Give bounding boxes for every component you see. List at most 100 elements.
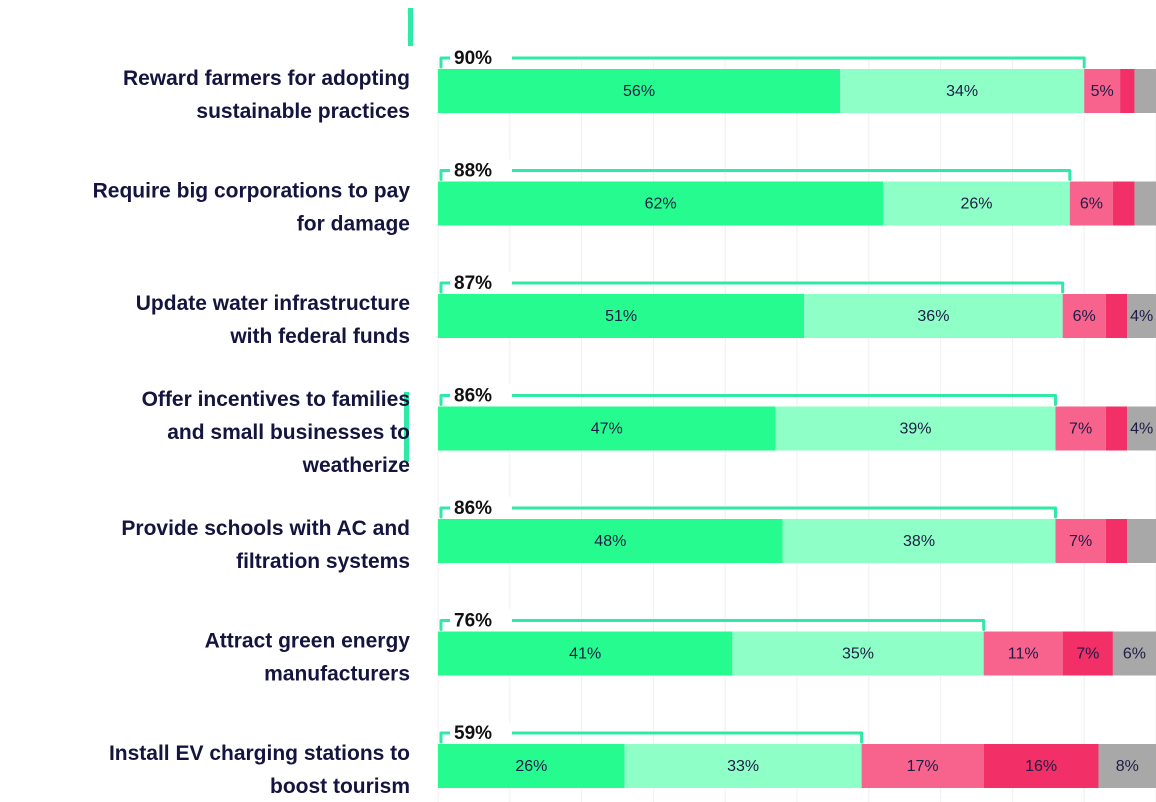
bar-segment <box>983 744 1099 788</box>
bar-segment <box>1134 69 1156 113</box>
bar-segment <box>1084 69 1121 113</box>
category-label: for damage <box>297 213 410 236</box>
bar-segment <box>1120 69 1135 113</box>
bar-segment <box>1055 519 1106 563</box>
bar-segment <box>1105 294 1128 338</box>
bar-segment <box>840 69 1085 113</box>
label-bg <box>450 159 512 182</box>
category-label: filtration systems <box>236 550 410 573</box>
support-bracket <box>439 281 1065 294</box>
bar-segment <box>732 631 984 676</box>
segment-label: 6% <box>1123 646 1146 663</box>
segment-label: 26% <box>515 758 547 775</box>
segment-label: 17% <box>907 758 939 775</box>
segment-label: 4% <box>1130 308 1153 325</box>
segment-label: 6% <box>1080 196 1103 213</box>
segment-label: 41% <box>569 646 601 663</box>
support-label: 86% <box>454 498 492 519</box>
segment-label: 35% <box>842 646 874 663</box>
bar-segment <box>1112 181 1135 226</box>
bar-segment <box>438 519 783 563</box>
bar-segment <box>883 181 1070 226</box>
segment-label: 34% <box>946 83 978 100</box>
bar-segment <box>1062 631 1113 676</box>
support-bracket <box>439 56 1086 69</box>
bar-segment <box>804 294 1063 338</box>
category-label: Offer incentives to families <box>142 388 410 411</box>
bar-segment <box>438 294 805 338</box>
label-bg <box>450 384 512 407</box>
category-label: Provide schools with AC and <box>121 517 410 540</box>
segment-label: 8% <box>1116 758 1139 775</box>
segment-label: 6% <box>1073 308 1096 325</box>
support-label: 90% <box>454 48 492 69</box>
category-label: manufacturers <box>264 663 410 686</box>
label-bg <box>450 609 512 632</box>
bar-segment <box>983 631 1063 676</box>
category-label: with federal funds <box>229 325 410 348</box>
segment-label: 38% <box>903 533 935 550</box>
segment-label: 7% <box>1069 533 1092 550</box>
segment-label: 48% <box>594 533 626 550</box>
bar-segment <box>438 406 776 451</box>
category-label: Reward farmers for adopting <box>123 67 410 90</box>
category-label: Update water infrastructure <box>136 292 410 315</box>
segment-label: 33% <box>727 758 759 775</box>
label-bg <box>450 722 512 744</box>
segment-label: 51% <box>605 308 637 325</box>
segment-label: 4% <box>1130 421 1153 438</box>
bar-segment <box>1098 744 1156 788</box>
segment-label: 36% <box>917 308 949 325</box>
bar-segment <box>1127 406 1156 451</box>
segment-label: 62% <box>645 196 677 213</box>
accent-bar <box>408 8 413 46</box>
label-bg <box>450 47 512 69</box>
bar-segment <box>438 69 841 113</box>
category-label: weatherize <box>302 454 410 477</box>
bar-segment <box>861 744 984 788</box>
bar-segment <box>782 519 1056 563</box>
label-bg <box>450 497 512 519</box>
support-label: 88% <box>454 161 492 182</box>
segment-label: 11% <box>1008 646 1039 663</box>
bar-segment <box>624 744 862 788</box>
category-label: Require big corporations to pay <box>93 180 411 203</box>
label-bg <box>450 272 512 294</box>
segment-label: 7% <box>1069 421 1092 438</box>
category-label: and small businesses to <box>167 421 410 444</box>
bar-segment <box>1105 519 1128 563</box>
bar-segment <box>1127 519 1156 563</box>
bar-segment <box>775 406 1056 451</box>
category-label: sustainable practices <box>196 100 410 123</box>
support-bracket <box>439 506 1057 519</box>
segment-label: 7% <box>1076 646 1099 663</box>
segment-label: 56% <box>623 83 655 100</box>
accent-bar <box>404 392 409 462</box>
support-label: 86% <box>454 386 492 407</box>
support-bracket <box>439 619 986 631</box>
bar-segment <box>438 744 625 788</box>
segment-label: 47% <box>591 421 623 438</box>
bar-segment <box>1062 294 1106 338</box>
support-label: 87% <box>454 273 492 294</box>
support-bracket <box>439 169 1072 181</box>
support-bracket <box>439 731 864 744</box>
category-label: boost tourism <box>270 775 410 798</box>
segment-label: 26% <box>960 196 992 213</box>
segment-label: 5% <box>1091 83 1114 100</box>
bar-segment <box>1055 406 1106 451</box>
segment-label: 39% <box>899 421 931 438</box>
bar-segment <box>1069 181 1113 226</box>
bar-segment <box>1127 294 1156 338</box>
bar-segment <box>1112 631 1156 676</box>
category-label: Attract green energy <box>205 630 411 653</box>
category-label: Install EV charging stations to <box>109 742 410 765</box>
support-label: 59% <box>454 723 492 744</box>
bar-segment <box>1134 181 1156 226</box>
support-label: 76% <box>454 611 492 632</box>
bar-segment <box>438 631 733 676</box>
segment-label: 16% <box>1025 758 1057 775</box>
bar-segment <box>1105 406 1128 451</box>
